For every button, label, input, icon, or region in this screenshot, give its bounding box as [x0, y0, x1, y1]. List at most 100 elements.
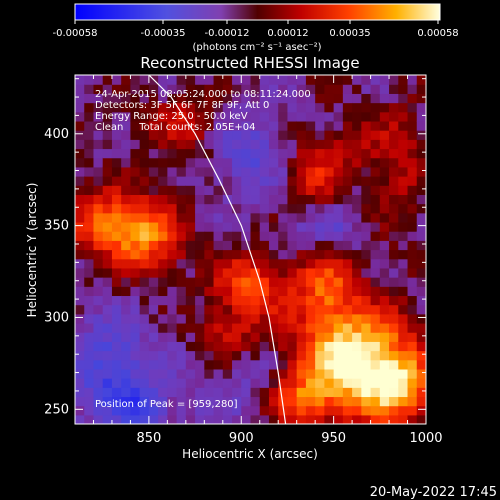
heatmap-cell — [398, 157, 409, 168]
heatmap-cell — [185, 157, 196, 168]
heatmap-cell — [232, 341, 242, 352]
heatmap-cell — [333, 249, 344, 260]
heatmap-cell — [148, 130, 159, 140]
heatmap-cell — [268, 231, 279, 241]
heatmap-cell — [241, 414, 252, 424]
heatmap-cell — [268, 368, 279, 379]
heatmap-cell — [370, 341, 381, 352]
heatmap-cell — [213, 212, 224, 223]
heatmap-cell — [241, 75, 252, 85]
heatmap-cell — [241, 286, 252, 297]
heatmap-cell — [111, 120, 122, 131]
heatmap-cell — [305, 194, 316, 205]
heatmap-cell — [296, 378, 307, 388]
heatmap-cell — [148, 185, 159, 195]
heatmap-cell — [75, 313, 85, 324]
heatmap-cell — [398, 231, 409, 241]
heatmap-cell — [278, 359, 289, 370]
heatmap-cell — [241, 313, 252, 324]
annotation-line: 24-Apr-2015 08:05:24.000 to 08:11:24.000 — [95, 89, 311, 100]
heatmap-cell — [407, 84, 418, 94]
heatmap-cell — [259, 102, 270, 113]
heatmap-cell — [158, 313, 168, 324]
heatmap-cell — [370, 166, 381, 177]
heatmap-cell — [315, 93, 325, 104]
heatmap-cell — [379, 102, 390, 113]
heatmap-cell — [352, 203, 362, 214]
heatmap-cell — [232, 84, 242, 94]
heatmap-cell — [250, 304, 261, 315]
heatmap-cell — [84, 396, 95, 407]
heatmap-cell — [167, 341, 178, 352]
heatmap-cell — [315, 286, 325, 297]
heatmap-cell — [287, 203, 298, 214]
heatmap-cell — [407, 322, 418, 333]
heatmap-cell — [342, 102, 353, 113]
heatmap-cell — [130, 240, 141, 251]
heatmap-cell — [250, 176, 261, 186]
heatmap-cell — [250, 185, 261, 195]
heatmap-cell — [333, 203, 344, 214]
heatmap-cell — [324, 166, 335, 177]
heatmap-cell — [111, 258, 122, 269]
heatmap-cell — [389, 84, 399, 94]
heatmap-cell — [84, 185, 95, 195]
colorbar-tick-label: 0.00012 — [267, 28, 308, 39]
colorbar-ticks — [74, 20, 439, 24]
heatmap-cell — [75, 231, 85, 241]
heatmap-cell — [121, 378, 132, 388]
heatmap-cell — [167, 286, 178, 297]
heatmap-cell — [370, 313, 381, 324]
heatmap-cell — [93, 203, 104, 214]
heatmap-cell — [176, 148, 187, 159]
heatmap-cell — [407, 166, 418, 177]
heatmap-cell — [407, 378, 418, 388]
heatmap-cell — [352, 332, 362, 342]
heatmap-cell — [139, 111, 150, 122]
heatmap-cell — [84, 414, 95, 424]
heatmap-cell — [333, 130, 344, 140]
heatmap-cell — [222, 405, 233, 416]
heatmap-cell — [296, 387, 307, 398]
heatmap-cell — [148, 405, 159, 416]
heatmap-cell — [268, 378, 279, 388]
heatmap-cell — [361, 139, 372, 150]
heatmap-cell — [324, 139, 335, 150]
heatmap-cell — [398, 322, 409, 333]
heatmap-cell — [93, 231, 104, 241]
heatmap-cell — [102, 240, 113, 251]
heatmap-cell — [407, 396, 418, 407]
heatmap-cell — [222, 332, 233, 342]
heatmap-cell — [176, 120, 187, 131]
heatmap-cell — [370, 267, 381, 278]
heatmap-cell — [93, 313, 104, 324]
heatmap-cell — [93, 139, 104, 150]
heatmap-cell — [213, 102, 224, 113]
heatmap-cell — [130, 313, 141, 324]
heatmap-cell — [416, 277, 426, 287]
heatmap-cell — [185, 368, 196, 379]
heatmap-cell — [102, 93, 113, 104]
heatmap-cell — [111, 148, 122, 159]
heatmap-cell — [268, 93, 279, 104]
heatmap-cell — [75, 286, 85, 297]
heatmap-cell — [222, 313, 233, 324]
heatmap-cell — [287, 258, 298, 269]
heatmap-cell — [232, 350, 242, 361]
heatmap-cell — [75, 130, 85, 140]
heatmap-cell — [333, 111, 344, 122]
heatmap-cell — [287, 286, 298, 297]
heatmap-cell — [379, 258, 390, 269]
heatmap-cell — [232, 304, 242, 315]
heatmap-cell — [268, 295, 279, 306]
heatmap-cell — [241, 258, 252, 269]
heatmap-cell — [342, 414, 353, 424]
heatmap-cell — [111, 75, 122, 85]
heatmap-cell — [93, 405, 104, 416]
heatmap-cell — [195, 378, 205, 388]
heatmap-cell — [379, 295, 390, 306]
heatmap-cell — [204, 84, 215, 94]
y-tick-label: 250 — [44, 402, 69, 417]
heatmap-cell — [370, 102, 381, 113]
heatmap-cell — [185, 102, 196, 113]
